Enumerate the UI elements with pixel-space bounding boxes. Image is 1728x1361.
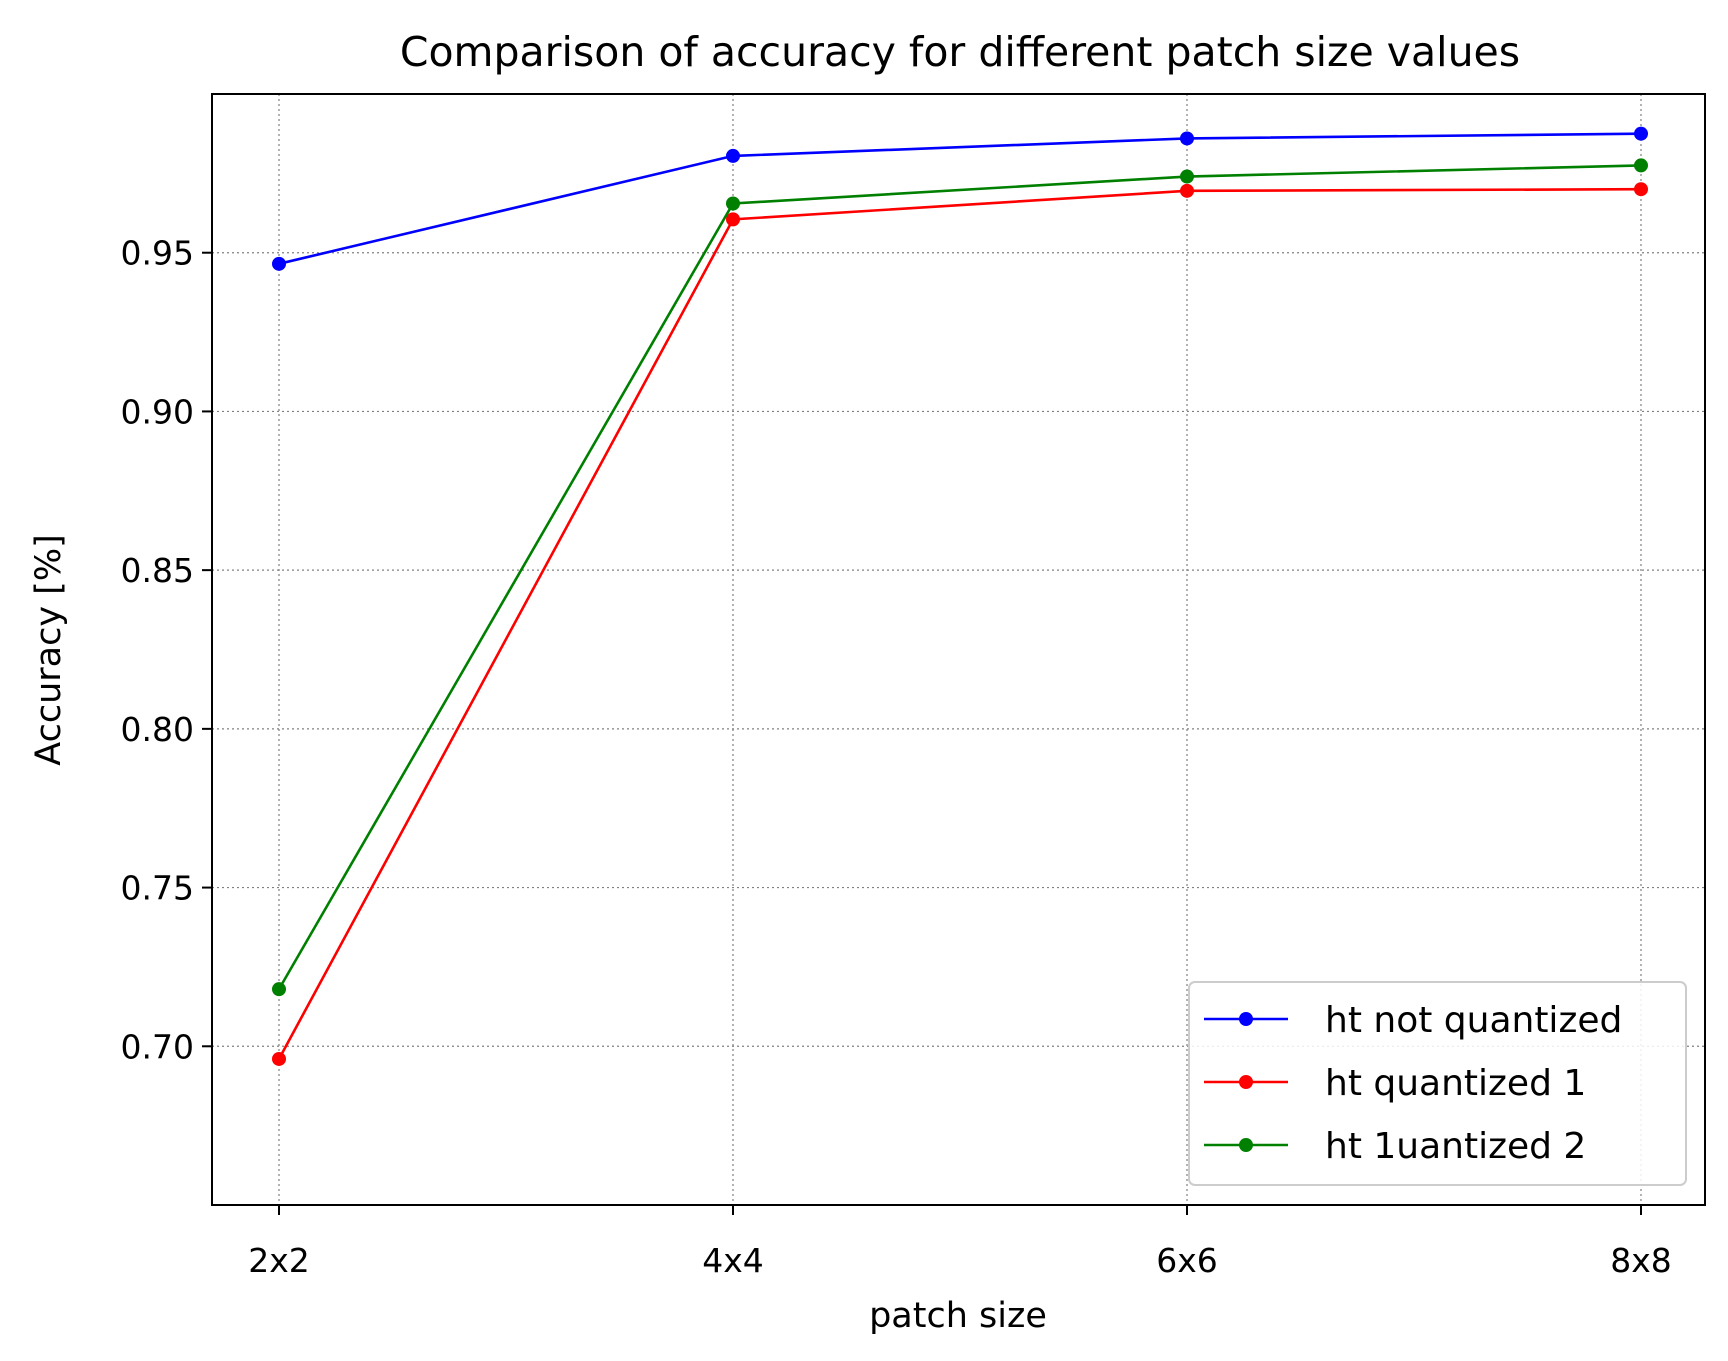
series-1 xyxy=(272,126,1648,271)
plot-area-frame xyxy=(211,93,1706,1206)
series-line xyxy=(277,187,1642,1060)
x-tick-label: 2x2 xyxy=(248,1241,310,1280)
legend-swatch-marker xyxy=(1239,1075,1253,1089)
legend: ht not quantized ht quantized 1 ht 1uantiz… xyxy=(1188,981,1687,1186)
y-axis-label: Accuracy [%] xyxy=(29,534,69,765)
axis-ticks: 2x2 4x4 6x6 8x8 0.70 0.75 0.80 0.85 0.90 0.95 xyxy=(121,234,1672,1280)
y-tick-label: 0.90 xyxy=(121,392,194,431)
data-point xyxy=(272,256,286,271)
data-point xyxy=(726,196,740,211)
series-3 xyxy=(272,158,1648,997)
x-axis-label: patch size xyxy=(869,1296,1047,1336)
legend-swatch-marker xyxy=(1239,1138,1253,1152)
x-tick-label: 8x8 xyxy=(1610,1241,1672,1280)
legend-entry: ht 1uantized 2 xyxy=(1204,1126,1586,1167)
legend-box xyxy=(1188,981,1687,1186)
legend-entry: ht quantized 1 xyxy=(1204,1063,1586,1104)
data-point xyxy=(1180,169,1194,184)
x-tick-label: 6x6 xyxy=(1156,1241,1218,1280)
data-point xyxy=(1634,182,1648,197)
y-tick-label: 0.70 xyxy=(121,1027,194,1066)
data-point xyxy=(272,982,286,997)
legend-label: ht not quantized xyxy=(1325,1000,1622,1041)
legend-label: ht 1uantized 2 xyxy=(1325,1126,1586,1167)
chart-title: Comparison of accuracy for different pat… xyxy=(400,28,1520,76)
y-tick-label: 0.95 xyxy=(121,234,194,273)
data-point xyxy=(1634,126,1648,141)
legend-label: ht quantized 1 xyxy=(1325,1063,1586,1104)
legend-swatch-marker xyxy=(1239,1012,1253,1026)
data-point xyxy=(272,1051,286,1066)
data-point xyxy=(1634,158,1648,173)
legend-entry: ht not quantized xyxy=(1204,1000,1622,1041)
data-point xyxy=(1180,183,1194,198)
series-group xyxy=(272,126,1648,1066)
grid-lines xyxy=(212,94,1705,1205)
series-line xyxy=(278,132,1642,266)
data-point xyxy=(1180,131,1194,146)
data-point xyxy=(726,212,740,227)
x-tick-label: 4x4 xyxy=(702,1241,764,1280)
data-point xyxy=(726,148,740,163)
y-tick-label: 0.85 xyxy=(121,551,194,590)
y-tick-label: 0.75 xyxy=(121,869,194,908)
y-tick-label: 0.80 xyxy=(121,710,194,749)
series-2 xyxy=(272,182,1648,1066)
series-line xyxy=(277,164,1642,990)
